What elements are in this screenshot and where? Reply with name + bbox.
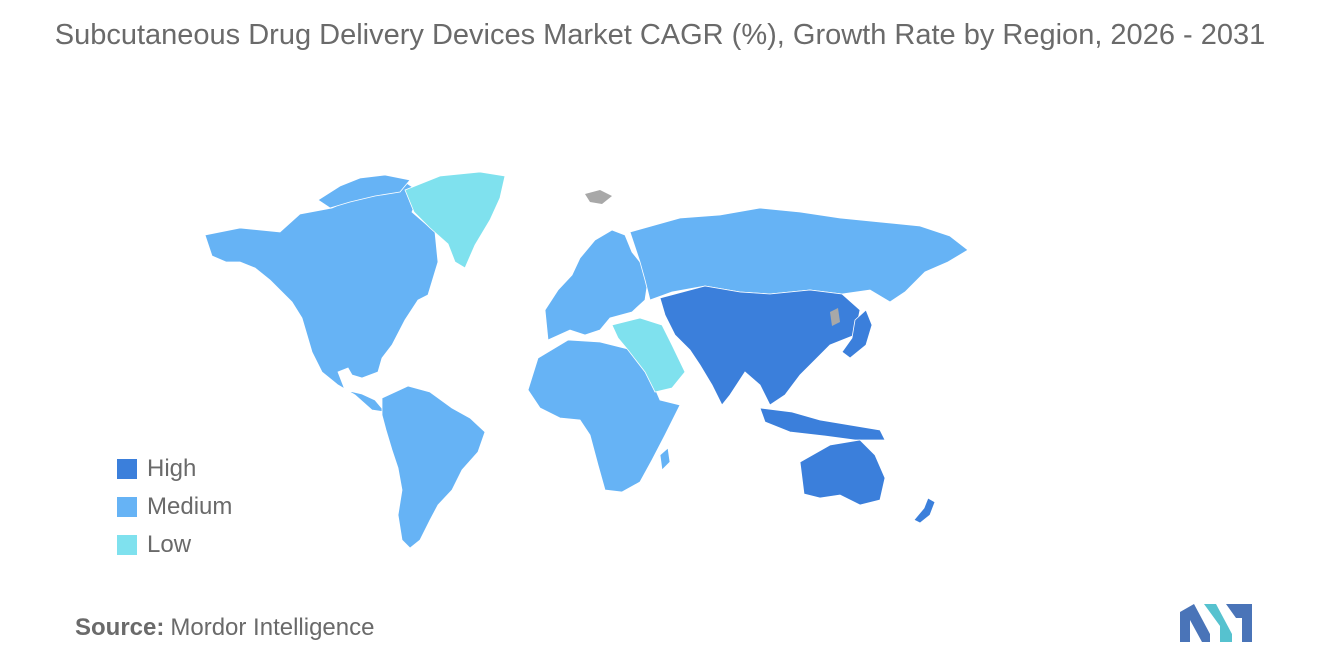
legend-swatch-low [117, 535, 137, 555]
region-new-zealand [913, 497, 936, 524]
source-label: Source: [75, 614, 165, 641]
region-indonesia [759, 407, 886, 441]
mordor-intelligence-logo-icon [1180, 604, 1252, 642]
region-europe [544, 229, 649, 341]
legend-swatch-medium [117, 497, 137, 517]
legend-item-high: High [117, 450, 232, 488]
legend-label-low: Low [147, 531, 192, 558]
region-korea [830, 308, 840, 326]
chart-title: Subcutaneous Drug Delivery Devices Marke… [54, 19, 1266, 51]
source-value: Mordor Intelligence [170, 614, 375, 641]
region-canadian-islands [317, 174, 411, 209]
legend-item-medium: Medium [117, 488, 232, 526]
legend-label-high: High [147, 455, 197, 482]
legend-label-medium: Medium [147, 493, 233, 520]
region-svalbard [585, 190, 612, 204]
legend: High Medium Low [117, 450, 232, 564]
region-russia [629, 207, 969, 303]
region-japan [841, 309, 873, 359]
region-australia [799, 439, 886, 506]
legend-swatch-high [117, 459, 137, 479]
region-madagascar [659, 447, 671, 471]
region-south-america [381, 385, 486, 549]
region-asia-pacific [659, 285, 861, 406]
region-greenland [404, 171, 506, 269]
legend-item-low: Low [117, 526, 232, 564]
region-middle-east [611, 317, 686, 393]
source-note: Source: Mordor Intelligence [75, 614, 374, 642]
region-north-america [204, 181, 439, 413]
